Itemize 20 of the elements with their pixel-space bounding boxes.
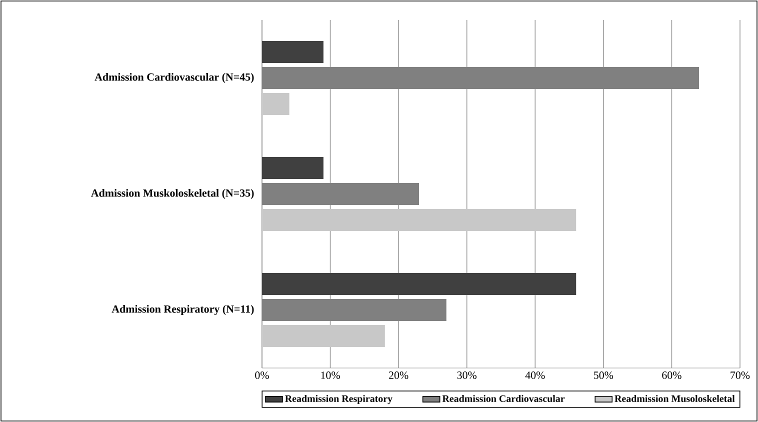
bar — [262, 273, 576, 295]
x-tick-label: 70% — [730, 372, 750, 379]
x-tick-label: 10% — [321, 372, 340, 379]
x-tick-label: 0% — [255, 372, 269, 379]
legend-label: Readmission Musoloskeletal — [614, 394, 735, 402]
bar — [262, 157, 324, 179]
legend-label: Readmission Cardiovascular — [442, 394, 565, 402]
y-tick-label: Admission Cardiovascular (N=45) — [94, 73, 254, 83]
x-tick-label: 30% — [457, 372, 477, 379]
bar — [262, 93, 290, 115]
x-tick-label: 40% — [525, 372, 545, 379]
legend-label: Readmission Respiratory — [285, 394, 392, 404]
bar — [262, 325, 385, 347]
bar — [262, 41, 324, 63]
bar — [262, 209, 576, 231]
x-tick-label: 20% — [389, 372, 408, 379]
y-tick-label: Admission Respiratory (N=11) — [112, 305, 254, 315]
x-tick-label: 60% — [662, 372, 682, 379]
x-tick-label: 50% — [594, 372, 614, 379]
y-tick-label: Admission Muskoloskeletal (N=35) — [91, 189, 254, 199]
